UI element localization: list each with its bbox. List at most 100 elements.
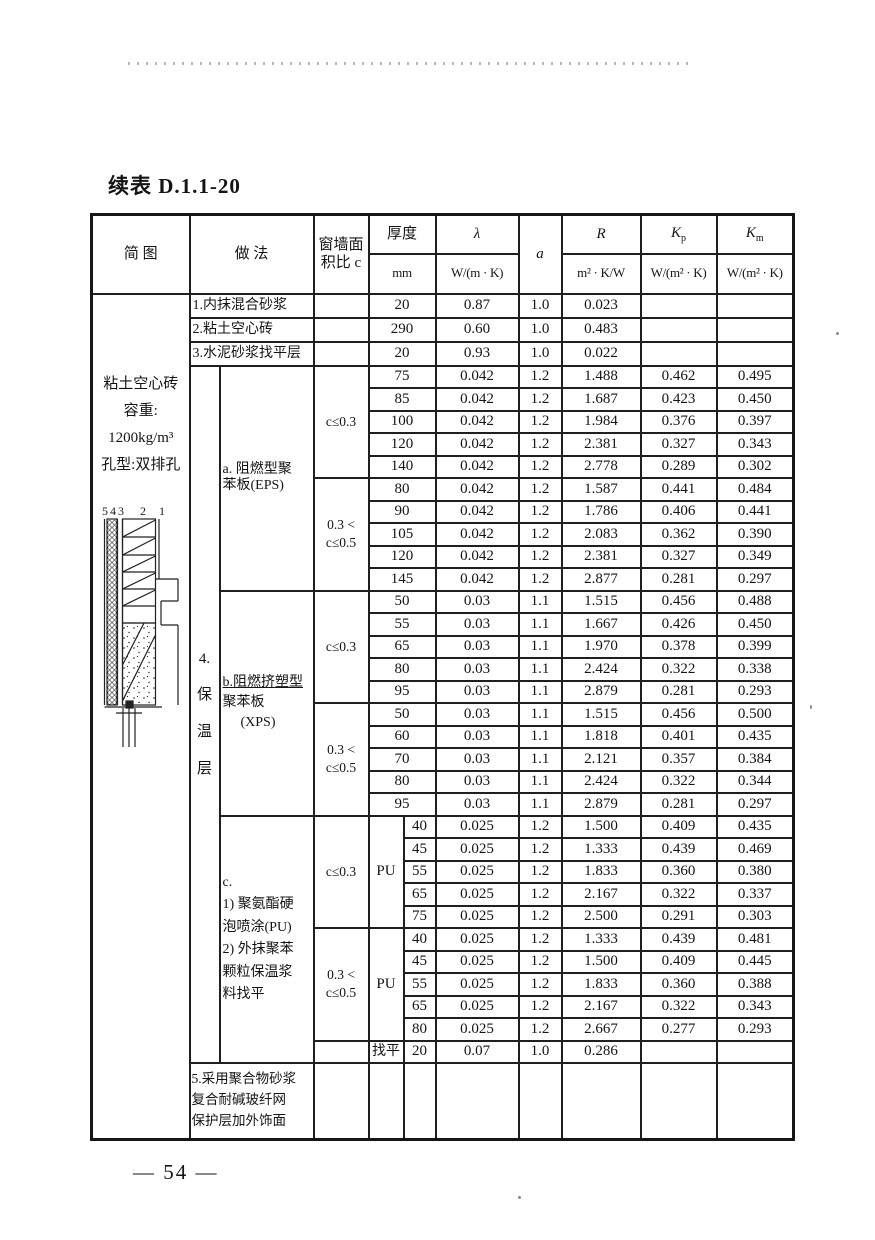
cell-lambda: 0.025	[434, 949, 520, 974]
table-row: 120 0.042 1.2 2.381 0.327 0.343	[92, 432, 795, 457]
cell-km-empty	[715, 292, 795, 319]
cell-a: 1.1	[517, 612, 563, 637]
cell-lambda: 0.03	[434, 657, 520, 682]
cell-r: 1.667	[560, 612, 642, 637]
table-row: 4. 保 温 层 a. 阻燃型聚 苯板(EPS) c≤0.3 75 0.042 …	[92, 364, 795, 1064]
section4-vertical-label: 4. 保 温 层	[188, 364, 221, 1064]
cell-a-empty	[517, 1062, 563, 1140]
cell-lambda: 0.025	[434, 927, 520, 952]
cell-r: 1.818	[560, 724, 642, 749]
cell-r: 1.587	[560, 477, 642, 502]
thermal-properties-table: 简 图 做 法 窗墙面 积比 c 厚度 λ a R Kp Km mm W/(m …	[90, 213, 796, 1141]
cell-thickness: 145	[367, 567, 437, 592]
cell-lambda: 0.03	[434, 589, 520, 614]
cell-thickness: 50	[367, 702, 437, 727]
ratio-cell: 0.3 < c≤0.5	[312, 927, 370, 1042]
table-row: 45 0.025 1.2 1.333 0.439 0.469	[92, 837, 795, 862]
ratio-cell: c≤0.3	[312, 814, 370, 929]
cell-ratio-empty	[312, 316, 370, 343]
cell-kp: 0.327	[639, 544, 718, 569]
cell-kp: 0.423	[639, 387, 718, 412]
cell-lambda: 0.87	[434, 292, 520, 319]
cell-kp: 0.322	[639, 882, 718, 907]
cell-lambda: 0.025	[434, 972, 520, 997]
wall-section-diagram: 5 4 3 2 1	[102, 505, 179, 747]
cell-a: 1.2	[517, 837, 563, 862]
cell-a: 1.2	[517, 432, 563, 457]
cell-kp: 0.401	[639, 724, 718, 749]
cell-r: 2.121	[560, 747, 642, 772]
cell-a: 1.1	[517, 724, 563, 749]
cell-a: 1.2	[517, 477, 563, 502]
cell-kp: 0.322	[639, 769, 718, 794]
cell-a: 1.2	[517, 949, 563, 974]
cell-a: 1.2	[517, 364, 563, 389]
scan-speck	[810, 705, 812, 709]
header-method: 做 法	[188, 213, 315, 295]
cell-lambda: 0.042	[434, 499, 520, 524]
cell-a: 1.1	[517, 589, 563, 614]
cell-r: 1.984	[560, 409, 642, 434]
cell-r: 1.333	[560, 927, 642, 952]
cell-lambda: 0.025	[434, 904, 520, 929]
pu-label-cell: PU	[367, 927, 405, 1042]
cell-lambda: 0.025	[434, 994, 520, 1019]
cell-thickness: 95	[367, 792, 437, 817]
cell-km: 0.399	[715, 634, 795, 659]
cell-a: 1.2	[517, 859, 563, 884]
cell-lambda: 0.042	[434, 477, 520, 502]
cell-thickness: 70	[367, 747, 437, 772]
wall-description: 粘土空心砖 容重: 1200kg/m³ 孔型:双排孔	[101, 375, 181, 473]
cell-km: 0.469	[715, 837, 795, 862]
cell-kp-empty	[639, 1039, 718, 1064]
cell-thickness: 55	[402, 972, 437, 997]
cell-km: 0.344	[715, 769, 795, 794]
cell-kp: 0.409	[639, 814, 718, 839]
header-row-2: mm W/(m · K) m² · K/W W/(m² · K) W/(m² ·…	[92, 252, 795, 295]
cell-a: 1.0	[517, 292, 563, 319]
cell-lambda: 0.042	[434, 409, 520, 434]
cell-km: 0.380	[715, 859, 795, 884]
cell-r: 2.778	[560, 454, 642, 479]
cell-r: 2.381	[560, 544, 642, 569]
cell-kp: 0.360	[639, 859, 718, 884]
cell-thickness: 80	[367, 657, 437, 682]
cell-r: 1.970	[560, 634, 642, 659]
cell-r: 0.286	[560, 1039, 642, 1064]
cell-thickness: 20	[367, 340, 437, 367]
cell-km: 0.338	[715, 657, 795, 682]
cell-km: 0.297	[715, 792, 795, 817]
cell-lambda: 0.03	[434, 792, 520, 817]
cell-km-empty	[715, 1039, 795, 1064]
cell-r: 1.687	[560, 387, 642, 412]
unit-r: m² · K/W	[560, 252, 642, 295]
cell-km: 0.441	[715, 499, 795, 524]
cell-lambda: 0.03	[434, 747, 520, 772]
cell-method: 2.粘土空心砖	[188, 316, 315, 343]
cell-r: 1.488	[560, 364, 642, 389]
cell-km: 0.445	[715, 949, 795, 974]
cell-kp: 0.291	[639, 904, 718, 929]
cell-kp: 0.322	[639, 657, 718, 682]
cell-thickness: 120	[367, 432, 437, 457]
cell-km: 0.397	[715, 409, 795, 434]
table-row: 5.采用聚合物砂浆 复合耐碱玻纤网 保护层加外饰面	[92, 1062, 795, 1140]
cell-lambda: 0.042	[434, 544, 520, 569]
ratio-cell: 0.3 < c≤0.5	[312, 477, 370, 592]
leveling-label: 找平	[367, 1039, 405, 1064]
unit-lambda: W/(m · K)	[434, 252, 520, 295]
cell-lambda: 0.025	[434, 837, 520, 862]
cell-r: 2.500	[560, 904, 642, 929]
header-window-wall-ratio: 窗墙面 积比 c	[312, 213, 370, 295]
method-pu: c. 1) 聚氨酯硬 泡喷涂(PU) 2) 外抹聚苯 颗粒保温浆 料找平	[218, 814, 315, 1064]
cell-km: 0.450	[715, 612, 795, 637]
table-row: b.阻燃挤塑型 聚苯板 (XPS) c≤0.3 50 0.03 1.1 1.51…	[92, 589, 795, 817]
cell-method: 3.水泥砂浆找平层	[188, 340, 315, 367]
cell-thickness: 45	[402, 837, 437, 862]
cell-lambda: 0.03	[434, 769, 520, 794]
cell-thickness: 75	[367, 364, 437, 389]
ratio-cell: 0.3 < c≤0.5	[312, 702, 370, 817]
cell-kp-empty	[639, 292, 718, 319]
cell-km: 0.302	[715, 454, 795, 479]
table-row: 140 0.042 1.2 2.778 0.289 0.302	[92, 454, 795, 479]
